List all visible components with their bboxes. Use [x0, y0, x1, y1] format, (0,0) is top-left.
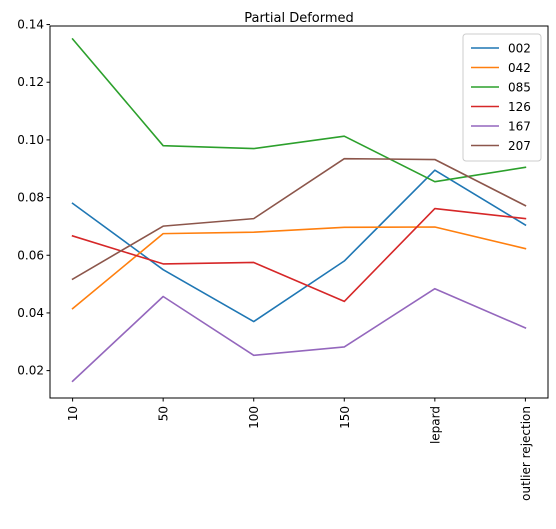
x-axis: 10 50 100 150 lepard outlier rejection	[66, 398, 533, 501]
y-tick-label: 0.04	[17, 306, 44, 320]
x-tick-label: lepard	[428, 406, 442, 444]
series-line-085	[71, 37, 527, 183]
x-tick-label: 100	[247, 406, 261, 429]
x-tick-label: 150	[338, 406, 352, 429]
y-tick-label: 0.08	[17, 191, 44, 205]
legend-label-126: 126	[508, 100, 531, 114]
legend-label-042: 042	[508, 61, 531, 75]
series-line-167	[71, 287, 527, 383]
series-line-126	[71, 207, 527, 303]
x-tick-label: 50	[157, 406, 171, 421]
x-tick-label: outlier rejection	[519, 406, 533, 501]
legend-label-207: 207	[508, 139, 531, 153]
series-line-042	[71, 226, 527, 310]
legend-label-167: 167	[508, 120, 531, 134]
legend-label-002: 002	[508, 42, 531, 56]
legend-label-085: 085	[508, 81, 531, 95]
y-axis: 0.02 0.04 0.06 0.08 0.10 0.12 0.14	[17, 18, 50, 378]
legend: 002 042 085 126 167 207	[462, 33, 542, 162]
chart-title: Partial Deformed	[244, 11, 354, 26]
series-line-207	[71, 157, 527, 281]
y-tick-label: 0.10	[17, 133, 44, 147]
y-tick-label: 0.14	[17, 18, 44, 32]
y-tick-label: 0.02	[17, 364, 44, 378]
series-layer	[71, 37, 527, 383]
x-tick-label: 10	[66, 406, 80, 421]
y-tick-label: 0.06	[17, 248, 44, 262]
y-tick-label: 0.12	[17, 75, 44, 89]
plot-frame	[49, 25, 549, 399]
legend-box	[462, 33, 542, 162]
